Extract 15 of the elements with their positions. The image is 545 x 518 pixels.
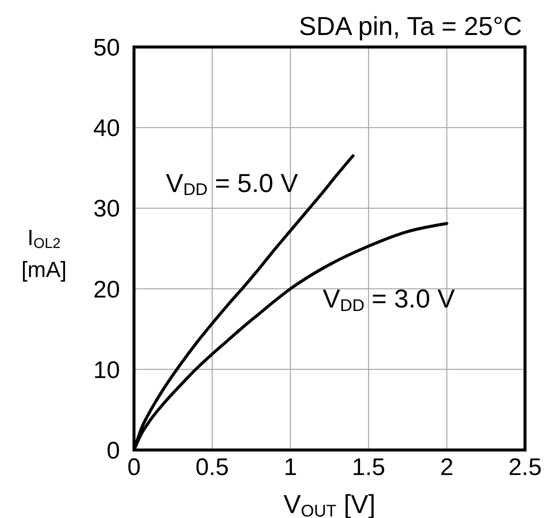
y-tick-label: 50 [93,34,120,62]
x-tick-label: 1 [284,454,298,482]
series-label: V$_{DD}$ = 5.0 V [166,168,299,200]
x-tick-label: 0 [127,454,141,482]
series-label: V$_{DD}$ = 3.0 V [322,284,456,315]
x-tick-label: 0.5 [196,454,229,482]
x-tick-label: 2 [440,454,454,482]
x-tick-label: 1.5 [352,454,386,482]
y-tick-label: 30 [93,196,120,223]
y-tick-label: 10 [93,356,120,384]
y-tick-label: 20 [93,276,120,304]
x-tick-label: 2.5 [508,454,542,482]
chart-title: SDA pin, Ta = 25°C [298,11,522,41]
y-tick-label: 40 [93,115,120,142]
y-axis-title: I$_{OL2}$ [mA] [21,225,67,282]
